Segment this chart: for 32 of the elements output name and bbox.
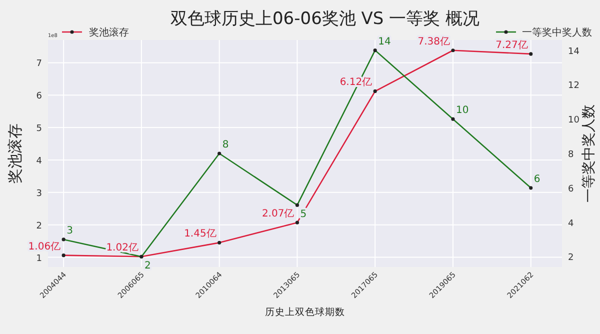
y-tick-label: 5 [36,124,42,134]
y2-tick-label: 6 [568,184,574,194]
data-label: 2 [144,260,151,272]
y-axis-title: 奖池滚存 [6,124,24,184]
data-label: 7.38亿 [418,36,450,48]
data-label: 7.27亿 [496,40,528,51]
data-label: 3 [66,225,73,236]
y-tick-label: 7 [36,59,42,70]
x-axis-title: 历史上双色球期数 [265,306,345,318]
legend-label: 奖池滚存 [89,26,129,38]
data-label: 1.02亿 [106,242,138,254]
data-label: 8 [222,140,229,150]
y-tick-label: 3 [36,188,42,199]
y2-tick-label: 10 [568,116,580,126]
data-label: 14 [378,36,391,48]
data-label: 1.45亿 [184,228,216,240]
y2-tick-label: 14 [568,46,580,57]
data-label: 2.07亿 [262,208,294,220]
data-label: 10 [456,105,469,116]
y-tick-label: 4 [36,156,42,166]
y2-tick-label: 12 [568,81,580,92]
y2-tick-label: 4 [568,218,574,229]
y2-axis-title: 一等奖中奖人数 [581,104,597,202]
chart-title: 双色球历史上06-06奖池 VS 一等奖 概况 [170,9,480,29]
y2-tick-label: 2 [568,253,574,264]
legend-label: 一等奖中奖人数 [522,26,592,38]
y2-tick-label: 8 [568,150,574,160]
data-label: 6 [534,174,540,185]
data-label: 1.06亿 [28,241,61,252]
y-tick-label: 6 [36,92,42,102]
y-tick-label: 2 [36,221,42,232]
y-tick-label: 1 [36,254,42,264]
